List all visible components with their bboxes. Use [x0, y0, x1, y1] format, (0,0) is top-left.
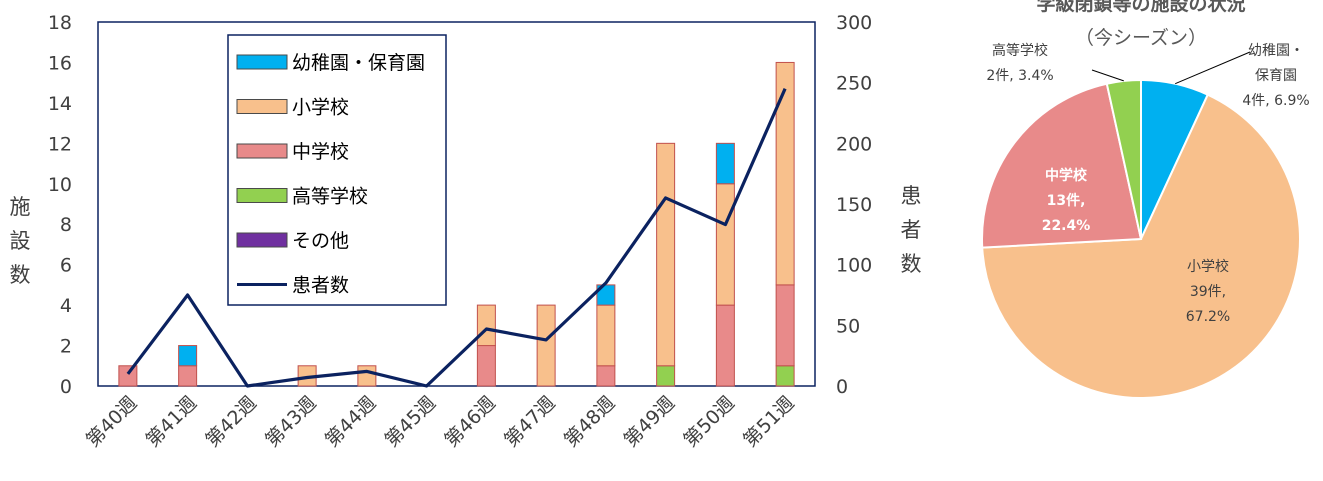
bar-segment-小学校 — [656, 142, 676, 367]
bar-segment-中学校 — [476, 345, 496, 387]
bar-segment-幼稚園・保育園 — [715, 142, 735, 185]
pie-slice-label: 2件, 3.4% — [986, 68, 1053, 84]
bar-segment-小学校 — [596, 304, 616, 367]
legend-label: 小学校 — [292, 97, 349, 119]
bar-segment-高等学校 — [656, 365, 676, 387]
plot-area-frame — [97, 21, 816, 387]
right-axis-tick-label: 0 — [836, 376, 848, 398]
left-axis-title-char: 施 — [10, 195, 31, 219]
bar-segment-中学校 — [178, 365, 198, 387]
left-axis-tick-label: 10 — [48, 174, 72, 196]
bar-segment-中学校 — [775, 284, 795, 367]
bar-segment-中学校 — [596, 365, 616, 387]
pie-slice-label: 22.4% — [1042, 218, 1091, 234]
right-axis-tick-label: 100 — [836, 255, 872, 277]
x-axis-tick-label: 第48週 — [560, 392, 620, 452]
facility-bar-chart: 024681012141618050100150200250300施設数患者数第… — [10, 12, 922, 452]
bar-segment-小学校 — [715, 183, 735, 306]
legend-label: その他 — [292, 230, 349, 252]
pie-title-line1: 学級閉鎖等の施設の状況 — [1036, 0, 1245, 15]
right-axis-title-char: 者 — [901, 218, 922, 242]
right-axis-tick-label: 200 — [836, 133, 872, 155]
x-axis-tick-label: 第46週 — [440, 392, 500, 452]
x-axis-tick-label: 第43週 — [261, 392, 321, 452]
x-axis-tick-label: 第44週 — [321, 392, 381, 452]
left-axis-tick-label: 8 — [60, 214, 72, 236]
left-axis-title-char: 設 — [10, 229, 31, 253]
left-axis-title-char: 数 — [10, 263, 31, 287]
legend-swatch-小学校 — [236, 99, 288, 114]
right-axis-tick-label: 150 — [836, 194, 872, 216]
pie-slice-label: 13件, — [1047, 192, 1086, 209]
left-axis-tick-label: 2 — [60, 336, 72, 358]
right-axis-title-char: 数 — [901, 252, 922, 276]
right-axis-tick-label: 300 — [836, 12, 872, 34]
pie-slice-label: 4件, 6.9% — [1242, 93, 1309, 109]
left-axis-tick-label: 12 — [48, 133, 72, 155]
left-axis-tick-label: 16 — [48, 52, 72, 74]
left-axis-tick-label: 0 — [60, 376, 72, 398]
x-axis-tick-label: 第40週 — [82, 392, 142, 452]
x-axis-tick-label: 第49週 — [620, 392, 680, 452]
left-axis-tick-label: 6 — [60, 255, 72, 277]
x-axis-tick-label: 第47週 — [500, 392, 560, 452]
pie-leader-line — [1175, 51, 1251, 85]
bar-segment-小学校 — [357, 365, 377, 387]
pie-slice-label: 幼稚園・ — [1248, 43, 1304, 59]
pie-slice-label: 67.2% — [1186, 309, 1230, 325]
x-axis-tick-label: 第41週 — [142, 392, 202, 452]
pie-slice-中学校 — [981, 82, 1143, 249]
bar-segment-幼稚園・保育園 — [178, 345, 198, 367]
right-axis-title-char: 患 — [901, 184, 922, 208]
pie-slice-label: 小学校 — [1187, 258, 1229, 275]
right-axis-tick-label: 50 — [836, 315, 860, 337]
legend-label: 患者数 — [292, 275, 349, 297]
bar-segment-小学校 — [536, 304, 556, 387]
legend-swatch-幼稚園・保育園 — [236, 54, 288, 70]
facility-pie-chart: 学級閉鎖等の施設の状況 （今シーズン） 幼稚園・保育園 4件, 6.9% 小学校 39件,… — [981, 0, 1310, 400]
pie-leader-line — [1091, 69, 1124, 82]
left-axis-tick-label: 18 — [48, 12, 72, 34]
legend-label: 中学校 — [292, 141, 349, 163]
legend-box — [227, 34, 447, 306]
legend-label: 幼稚園・保育園 — [292, 52, 425, 74]
pie-slice-label: 保育園 — [1255, 68, 1297, 84]
x-axis-tick-label: 第50週 — [679, 392, 739, 452]
pie-slice-高等学校 — [1105, 78, 1142, 240]
legend-label: 高等学校 — [292, 186, 368, 208]
pie-slice-label: 中学校 — [1045, 167, 1088, 184]
bar-segment-中学校 — [118, 365, 138, 387]
pie-title-line2: （今シーズン） — [1075, 27, 1207, 49]
left-axis-tick-label: 4 — [60, 295, 72, 317]
pie-slice-小学校 — [981, 93, 1301, 400]
pie-slice-label: 39件, — [1190, 284, 1226, 300]
legend-swatch-その他 — [236, 232, 288, 248]
bar-segment-小学校 — [476, 304, 496, 347]
x-axis-tick-label: 第51週 — [739, 392, 799, 452]
left-axis-tick-label: 14 — [48, 93, 72, 115]
legend-swatch-中学校 — [236, 143, 288, 159]
legend-swatch-高等学校 — [236, 188, 288, 203]
bar-segment-小学校 — [775, 61, 795, 286]
bar-segment-中学校 — [715, 304, 735, 387]
patient-count-line — [126, 88, 787, 388]
bar-segment-高等学校 — [775, 365, 795, 387]
x-axis-tick-label: 第42週 — [201, 392, 261, 452]
pie-slice-label: 高等学校 — [992, 42, 1048, 59]
right-axis-tick-label: 250 — [836, 73, 872, 95]
x-axis-tick-label: 第45週 — [381, 392, 441, 452]
